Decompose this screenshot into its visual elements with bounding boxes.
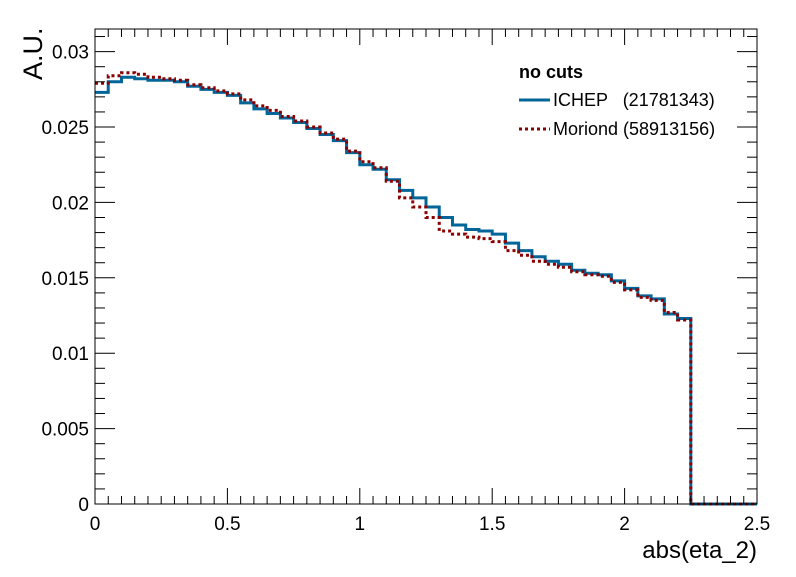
x-tick-label: 2 bbox=[619, 514, 630, 535]
y-tick-label: 0.025 bbox=[41, 118, 89, 139]
x-tick-label: 2.5 bbox=[744, 514, 770, 535]
x-tick-label: 0.5 bbox=[214, 514, 240, 535]
x-tick-label: 1 bbox=[355, 514, 366, 535]
x-tick-label: 1.5 bbox=[479, 514, 505, 535]
y-axis-label: A.U. bbox=[18, 27, 48, 80]
legend-entry-moriond: Moriond (58913156) bbox=[553, 119, 715, 139]
series-layer bbox=[95, 71, 757, 506]
axis-ticks bbox=[94, 29, 758, 505]
y-tick-label: 0.03 bbox=[52, 43, 89, 64]
legend-title: no cuts bbox=[519, 62, 583, 82]
y-tick-label: 0.015 bbox=[41, 269, 89, 290]
legend: no cuts ICHEP (21781343) Moriond (589131… bbox=[519, 62, 715, 139]
x-axis-label: abs(eta_2) bbox=[642, 537, 757, 564]
y-tick-label: 0.02 bbox=[52, 193, 89, 214]
series-moriond-line bbox=[95, 71, 757, 506]
series-ichep-line bbox=[95, 75, 757, 506]
y-tick-label: 0.005 bbox=[41, 420, 89, 441]
y-tick-label: 0.01 bbox=[52, 344, 89, 365]
y-tick-label: 0 bbox=[78, 495, 89, 516]
tick-labels: 0 0.5 1 1.5 2 2.5 0 0.005 0.01 0.015 0.02 0.025 0.03 bbox=[41, 43, 770, 535]
legend-entry-ichep: ICHEP (21781343) bbox=[553, 90, 715, 110]
x-tick-label: 0 bbox=[90, 514, 101, 535]
